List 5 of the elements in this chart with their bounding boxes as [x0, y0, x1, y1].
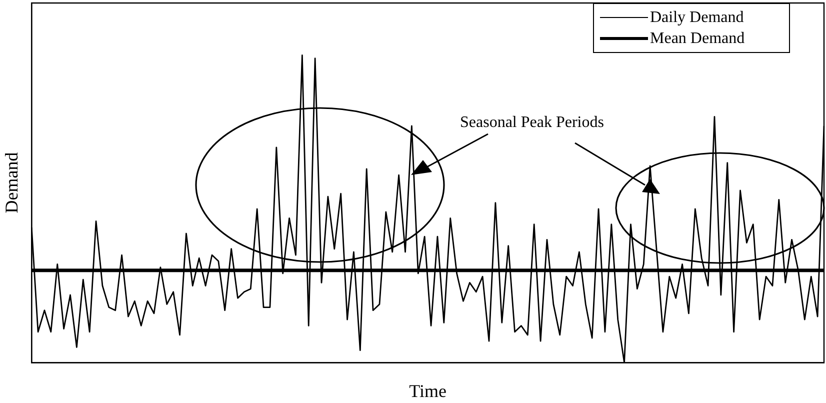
x-axis-title: Time: [409, 380, 446, 401]
annotation: Seasonal Peak Periods: [460, 114, 604, 132]
y-axis-title: Demand: [2, 152, 22, 214]
legend-label: Daily Demand: [650, 8, 744, 26]
legend-label: Mean Demand: [650, 30, 745, 48]
